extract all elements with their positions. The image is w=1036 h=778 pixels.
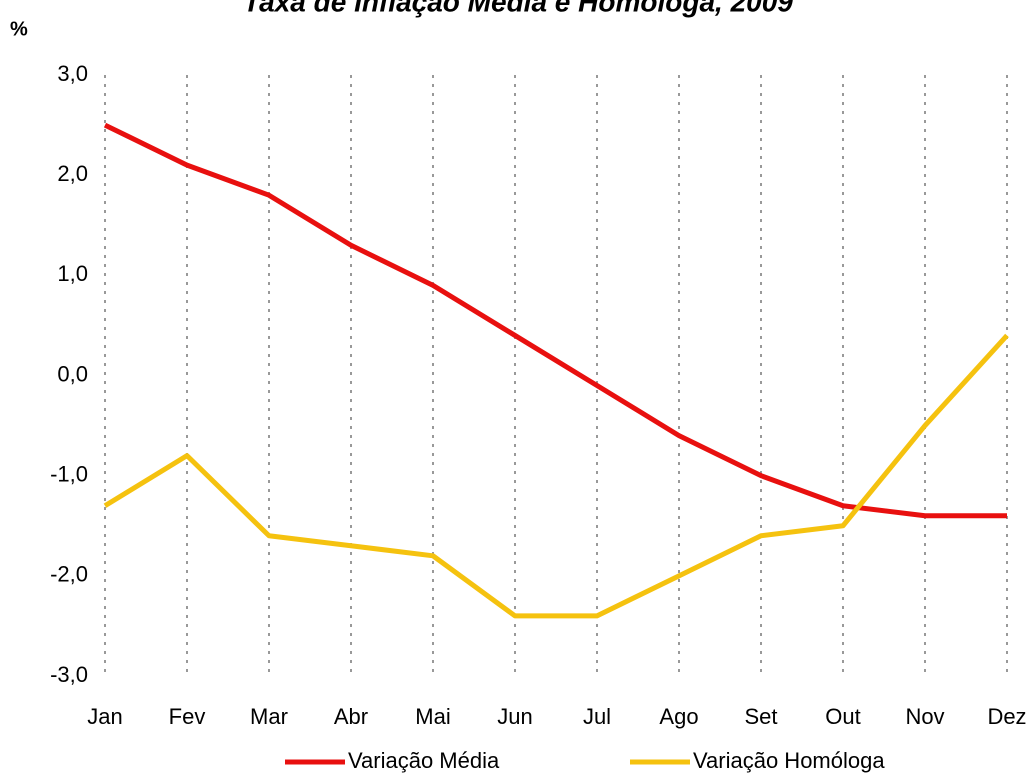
y-tick-label: 0,0 [57,361,88,386]
y-tick-label: 1,0 [57,261,88,286]
x-tick-label: Set [744,704,777,729]
x-tick-label: Out [825,704,860,729]
y-tick-label: 2,0 [57,161,88,186]
x-tick-label: Nov [905,704,944,729]
legend-label: Variação Média [348,748,500,773]
x-tick-label: Mai [415,704,450,729]
x-tick-label: Dez [987,704,1026,729]
y-tick-label: 3,0 [57,61,88,86]
x-tick-label: Fev [169,704,206,729]
y-tick-label: -1,0 [50,461,88,486]
x-tick-label: Abr [334,704,368,729]
y-tick-label: -2,0 [50,562,88,587]
y-axis-label: % [10,18,28,40]
line-series [103,122,1007,519]
line-series [103,333,1009,619]
x-tick-label: Mar [250,704,288,729]
x-tick-label: Ago [659,704,698,729]
y-tick-label: -3,0 [50,662,88,687]
x-tick-label: Jul [583,704,611,729]
x-tick-label: Jun [497,704,532,729]
legend-label: Variação Homóloga [693,748,885,773]
chart-title: Taxa de Inflação Média e Homóloga, 2009 [243,0,793,17]
x-tick-label: Jan [87,704,122,729]
